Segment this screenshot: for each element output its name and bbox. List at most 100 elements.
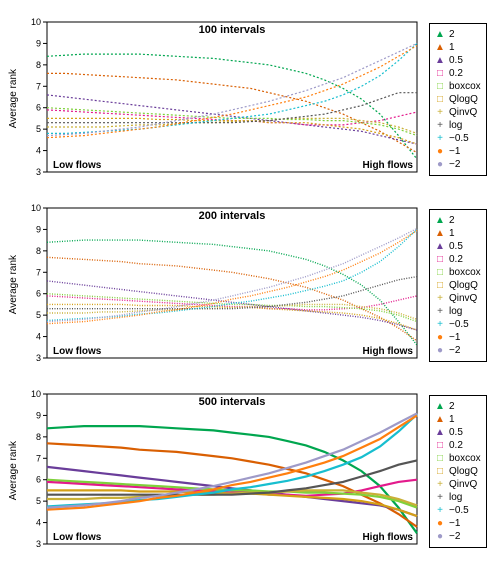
legend-label: QinvQ	[449, 478, 477, 491]
panel-row: Average rank345678910200 intervalsLow fl…	[8, 194, 492, 376]
series-0.5	[47, 95, 417, 144]
svg-text:8: 8	[36, 60, 41, 70]
legend-marker-icon: ▲	[435, 54, 445, 67]
svg-text:5: 5	[36, 310, 41, 320]
svg-text:8: 8	[36, 432, 41, 442]
legend-item: + log	[435, 119, 481, 132]
legend-marker-icon: +	[435, 478, 445, 491]
legend-label: log	[449, 491, 462, 504]
panel-title: 200 intervals	[199, 210, 266, 222]
legend-marker-icon: ●	[435, 344, 445, 357]
y-axis-label: Average rank	[8, 69, 19, 128]
legend-label: boxcox	[449, 452, 481, 465]
svg-text:3: 3	[36, 167, 41, 177]
legend-label: 0.5	[449, 54, 463, 67]
legend-marker-icon: □	[435, 439, 445, 452]
y-axis-label: Average rank	[8, 255, 19, 314]
legend-label: log	[449, 119, 462, 132]
legend-marker-icon: □	[435, 67, 445, 80]
legend-label: QlogQ	[449, 93, 478, 106]
legend-item: ▲ 0.5	[435, 54, 481, 67]
legend-marker-icon: □	[435, 465, 445, 478]
high-flows-label: High flows	[362, 346, 413, 357]
legend-item: +−0.5	[435, 132, 481, 145]
legend-marker-icon: ▲	[435, 214, 445, 227]
legend-label: −2	[449, 344, 460, 357]
y-axis-label: Average rank	[8, 441, 19, 500]
legend-marker-icon: □	[435, 253, 445, 266]
legend-marker-icon: ●	[435, 145, 445, 158]
legend-marker-icon: +	[435, 491, 445, 504]
legend-marker-icon: ●	[435, 530, 445, 543]
svg-text:9: 9	[36, 224, 41, 234]
legend-item: ●−1	[435, 517, 481, 530]
legend-label: −0.5	[449, 132, 469, 145]
legend-label: boxcox	[449, 80, 481, 93]
legend-label: QinvQ	[449, 292, 477, 305]
legend-marker-icon: ▲	[435, 227, 445, 240]
legend-label: 0.2	[449, 67, 463, 80]
svg-text:7: 7	[36, 81, 41, 91]
legend-item: □ 0.2	[435, 253, 481, 266]
legend-label: 0.5	[449, 240, 463, 253]
low-flows-label: Low flows	[53, 346, 102, 357]
legend-item: + QinvQ	[435, 478, 481, 491]
legend-item: ▲2	[435, 400, 481, 413]
legend-item: □ boxcox	[435, 266, 481, 279]
legend-label: QlogQ	[449, 279, 478, 292]
legend-item: □ 0.2	[435, 67, 481, 80]
svg-text:7: 7	[36, 267, 41, 277]
legend-label: 0.2	[449, 439, 463, 452]
legend-marker-icon: ●	[435, 517, 445, 530]
legend-label: 1	[449, 413, 455, 426]
low-flows-label: Low flows	[53, 160, 102, 171]
legend-item: ▲1	[435, 413, 481, 426]
legend-marker-icon: +	[435, 106, 445, 119]
svg-text:6: 6	[36, 289, 41, 299]
legend-label: −0.5	[449, 504, 469, 517]
legend-label: boxcox	[449, 266, 481, 279]
legend: ▲2▲1▲0.5□0.2□boxcox□QlogQ+QinvQ+log+−0.5…	[429, 23, 487, 176]
high-flows-label: High flows	[362, 532, 413, 543]
legend-item: ▲2	[435, 214, 481, 227]
legend-item: + log	[435, 491, 481, 504]
legend-marker-icon: □	[435, 266, 445, 279]
legend-marker-icon: □	[435, 279, 445, 292]
series-0.5	[47, 281, 417, 330]
legend-marker-icon: ▲	[435, 28, 445, 41]
legend-marker-icon: □	[435, 80, 445, 93]
legend-marker-icon: +	[435, 119, 445, 132]
legend-marker-icon: □	[435, 452, 445, 465]
panel-title: 500 intervals	[199, 396, 266, 408]
legend-item: ▲0.5	[435, 426, 481, 439]
legend-label: −1	[449, 331, 460, 344]
panel-row: Average rank345678910500 intervalsLow fl…	[8, 380, 492, 562]
legend-marker-icon: ▲	[435, 426, 445, 439]
legend-item: □ boxcox	[435, 452, 481, 465]
chart-panel: 345678910500 intervalsLow flowsHigh flow…	[19, 380, 423, 562]
legend-marker-icon: +	[435, 305, 445, 318]
svg-text:4: 4	[36, 332, 41, 342]
svg-text:4: 4	[36, 518, 41, 528]
legend-marker-icon: ▲	[435, 413, 445, 426]
legend-label: 2	[449, 400, 455, 413]
series-2	[47, 54, 417, 159]
legend-item: ●−2	[435, 530, 481, 543]
legend-marker-icon: □	[435, 93, 445, 106]
svg-text:3: 3	[36, 539, 41, 549]
legend-item: ▲1	[435, 227, 481, 240]
legend-label: 2	[449, 28, 455, 41]
chart-panel: 345678910200 intervalsLow flowsHigh flow…	[19, 194, 423, 376]
legend-label: 2	[449, 214, 455, 227]
legend-item: ●−1	[435, 331, 481, 344]
svg-text:9: 9	[36, 410, 41, 420]
legend-label: 0.2	[449, 253, 463, 266]
series--1	[47, 46, 417, 138]
high-flows-label: High flows	[362, 160, 413, 171]
svg-text:10: 10	[31, 389, 41, 399]
panel-row: Average rank345678910100 intervalsLow fl…	[8, 8, 492, 190]
legend-marker-icon: +	[435, 504, 445, 517]
svg-text:9: 9	[36, 38, 41, 48]
legend-item: ●−1	[435, 145, 481, 158]
legend-item: ▲2	[435, 28, 481, 41]
